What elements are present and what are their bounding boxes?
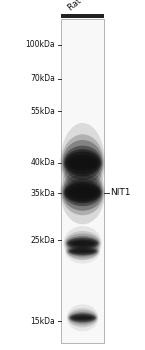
Ellipse shape [72, 315, 94, 321]
Ellipse shape [67, 244, 99, 258]
Ellipse shape [67, 237, 98, 249]
Text: NIT1: NIT1 [110, 188, 131, 197]
Text: 100kDa: 100kDa [26, 40, 55, 49]
Ellipse shape [65, 239, 100, 264]
Ellipse shape [70, 314, 95, 322]
Bar [61, 19, 104, 343]
Ellipse shape [68, 238, 97, 248]
Ellipse shape [62, 174, 103, 211]
Ellipse shape [72, 250, 93, 253]
Ellipse shape [63, 179, 102, 206]
Ellipse shape [60, 161, 105, 224]
Text: 70kDa: 70kDa [30, 74, 55, 83]
Ellipse shape [61, 170, 104, 215]
Text: 40kDa: 40kDa [30, 158, 55, 167]
Text: 55kDa: 55kDa [30, 107, 55, 116]
Ellipse shape [71, 249, 95, 254]
Text: Rat liver: Rat liver [66, 0, 99, 12]
Ellipse shape [69, 248, 96, 255]
Ellipse shape [67, 304, 99, 331]
Ellipse shape [65, 151, 100, 174]
Ellipse shape [64, 149, 101, 176]
Ellipse shape [63, 146, 102, 180]
Ellipse shape [67, 308, 98, 328]
Text: 15kDa: 15kDa [30, 317, 55, 326]
Text: 35kDa: 35kDa [30, 189, 55, 198]
Ellipse shape [64, 231, 101, 255]
Ellipse shape [71, 241, 94, 245]
Ellipse shape [61, 134, 104, 191]
Ellipse shape [65, 183, 100, 202]
Ellipse shape [67, 246, 98, 257]
Ellipse shape [69, 188, 96, 197]
Ellipse shape [68, 247, 97, 256]
Ellipse shape [67, 186, 98, 199]
Ellipse shape [73, 316, 92, 320]
Ellipse shape [60, 123, 105, 203]
Ellipse shape [66, 243, 99, 260]
Bar [61, 14, 104, 18]
Ellipse shape [68, 310, 97, 326]
Ellipse shape [66, 236, 99, 251]
Ellipse shape [70, 240, 96, 247]
Ellipse shape [64, 182, 101, 203]
Ellipse shape [69, 312, 96, 323]
Ellipse shape [69, 158, 96, 168]
Ellipse shape [65, 233, 100, 253]
Ellipse shape [62, 140, 103, 186]
Ellipse shape [70, 313, 96, 322]
Ellipse shape [67, 155, 98, 171]
Ellipse shape [64, 226, 102, 260]
Text: 25kDa: 25kDa [30, 236, 55, 245]
